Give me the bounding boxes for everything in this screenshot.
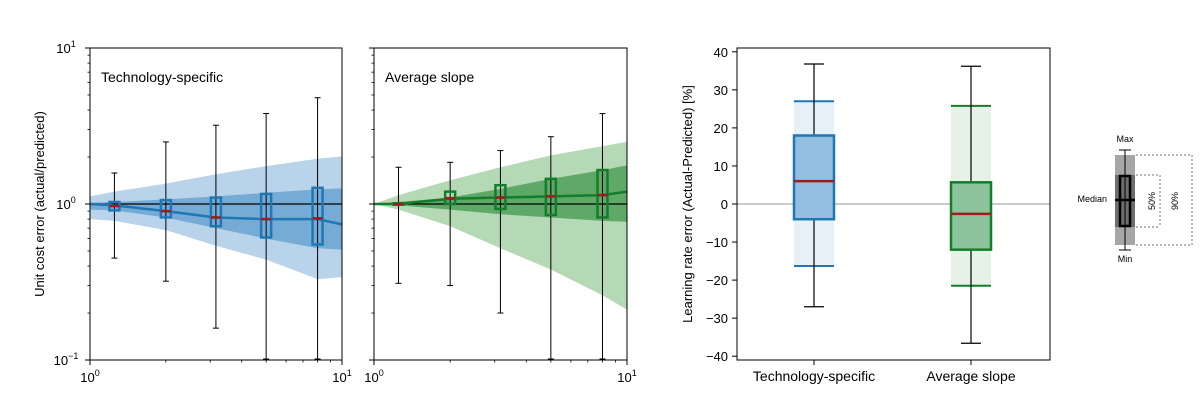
legend-max-label: Max [1116,134,1134,144]
x-tick-label: 100 [80,368,99,385]
y-tick-label: 100 [56,195,75,212]
legend-min-label: Min [1118,254,1133,264]
box-iqr [159,198,173,219]
y-axis-label: Learning rate error (Actual-Predicted) [… [680,85,695,323]
y-tick-label: −40 [706,349,728,364]
box-iqr [949,181,993,251]
box-iqr [209,196,223,228]
panel-average-slope: 100 101 Average slope [364,47,637,385]
y-tick-label: 101 [56,39,75,56]
y-tick-label: 10 [714,159,728,174]
y-tick-label: 10−1 [54,351,79,368]
y-tick-label: 40 [714,45,728,60]
y-tick-label: −20 [706,273,728,288]
legend-90-label: 90% [1170,192,1180,210]
panel-learning-rate-error: −40 −30 −20 −10 0 10 20 30 40 Learning rate erro… [680,45,1051,384]
box-iqr [596,168,609,219]
legend-50-label: 50% [1147,192,1157,210]
x-tick-label: 101 [332,368,351,385]
panel-title: Technology-specific [101,69,223,85]
y-tick-label: 0 [721,197,728,212]
box-iqr [311,186,324,246]
y-tick-label: −30 [706,311,728,326]
x-category-label-average-slope: Average slope [926,368,1015,384]
y-tick-label: 30 [714,83,728,98]
y-tick-label: −10 [706,235,728,250]
x-tick-label: 100 [364,368,383,385]
y-axis-label: Unit cost error (actual/predicted) [32,111,47,297]
panel-title: Average slope [385,69,474,85]
box-iqr [259,192,273,239]
x-category-label-technology-specific: Technology-specific [753,368,875,384]
y-tick-label: 20 [714,121,728,136]
x-tick-label: 101 [617,368,636,385]
box-legend: Max Median Min 50% 90% [1077,134,1193,264]
box-iqr [792,134,836,221]
legend-median-label: Median [1077,194,1107,204]
